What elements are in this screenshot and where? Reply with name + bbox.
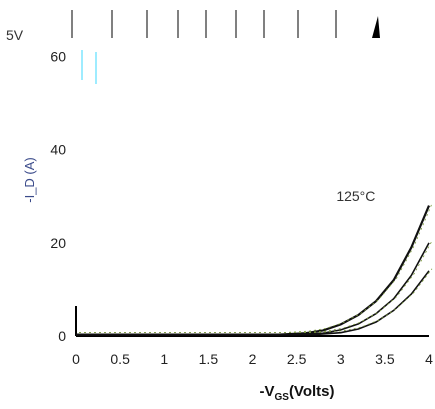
- y-tick-labels: 0 20 40 60: [50, 49, 66, 344]
- axes: [75, 306, 429, 337]
- x-tick-label: 3: [337, 351, 345, 367]
- y-tick-label: 60: [50, 49, 66, 65]
- series-trace-1: [79, 240, 433, 333]
- x-tick-label: 1.5: [199, 351, 219, 367]
- x-tick-labels: 0 0.5 1 1.5 2 2.5 3 3.5 4: [72, 351, 433, 367]
- x-tick-label: 0.5: [110, 351, 130, 367]
- y-tick-label: 20: [50, 235, 66, 251]
- top-marker: [372, 16, 380, 38]
- x-tick-label: 3.5: [375, 351, 395, 367]
- x-tick-label: 2.5: [287, 351, 307, 367]
- series-line-0: [76, 205, 431, 336]
- y-tick-label: 0: [58, 328, 66, 344]
- x-tick-label: 0: [72, 351, 80, 367]
- series-trace-0: [79, 203, 433, 333]
- x-tick-label: 4: [425, 351, 433, 367]
- x-axis-title-main: -V: [259, 383, 274, 400]
- x-tick-label: 1: [160, 351, 168, 367]
- top-tick-marks: [71, 10, 380, 84]
- temperature-label: 125°C: [336, 188, 375, 204]
- x-axis-title-sub: GS: [274, 392, 289, 403]
- series-trace-2: [79, 268, 433, 333]
- top-fragment-label: 5V: [6, 27, 24, 43]
- y-tick-label: 40: [50, 142, 66, 158]
- series-line-2: [76, 270, 430, 336]
- annotations: 125°C: [336, 188, 375, 204]
- series-line-1: [76, 242, 430, 336]
- x-axis-title: -VGS(Volts): [259, 383, 334, 403]
- y-axis-title: -I_D (A): [22, 157, 37, 203]
- x-tick-label: 2: [249, 351, 257, 367]
- x-axis-title-tail: (Volts): [289, 383, 335, 400]
- curves: [76, 203, 433, 336]
